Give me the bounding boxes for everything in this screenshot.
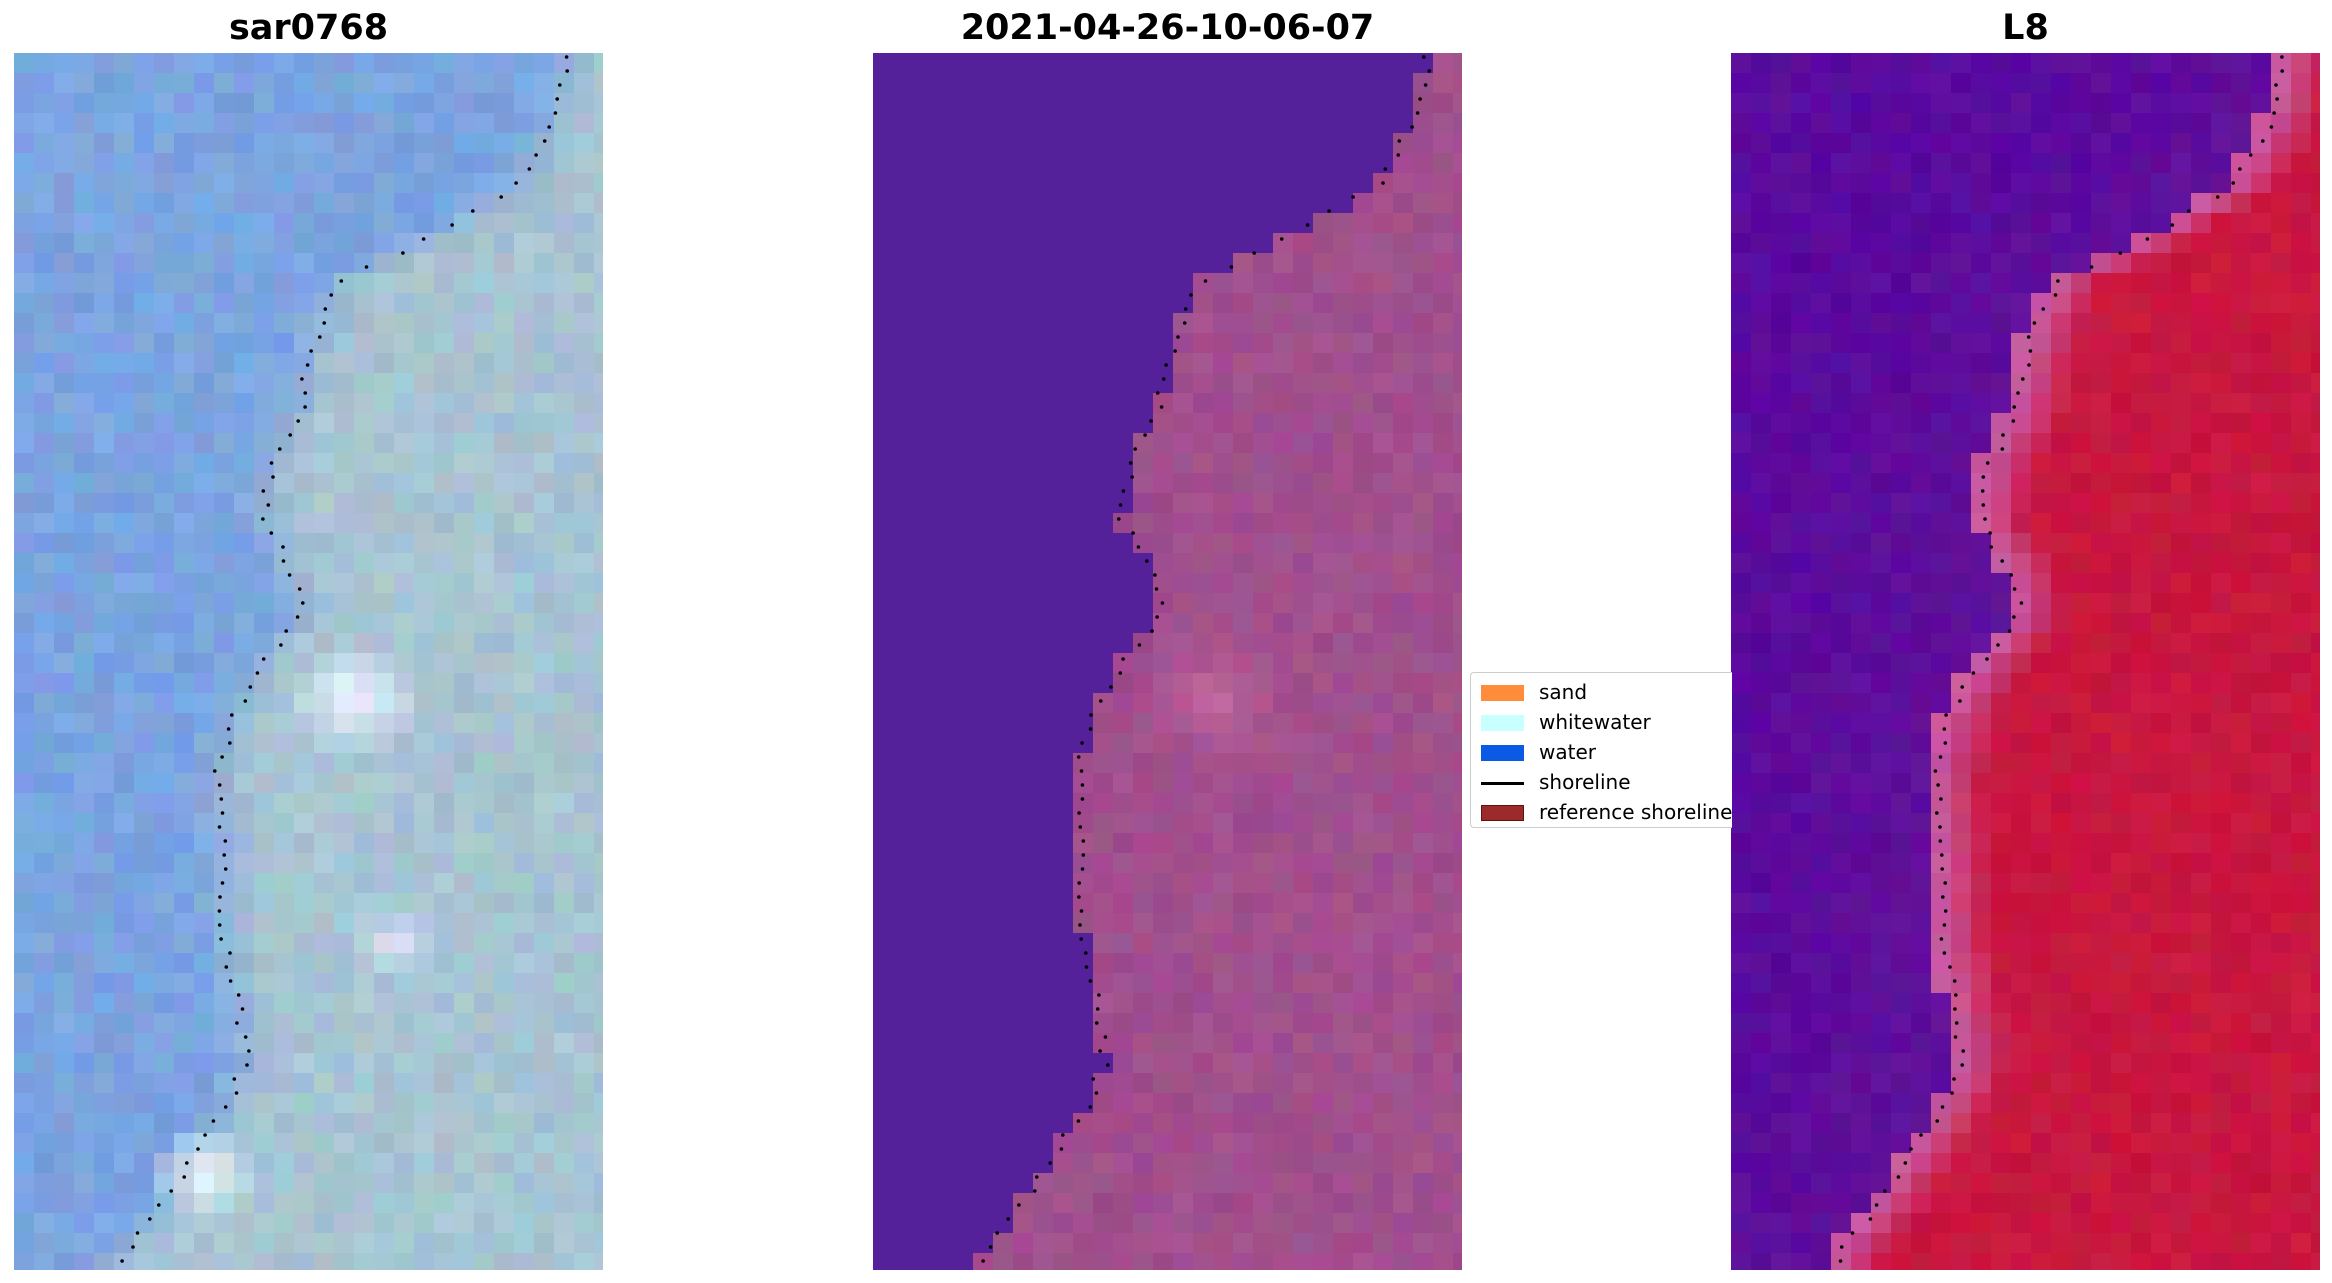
legend-item-reference-shoreline: reference shoreline (1471, 797, 1732, 827)
legend-label-water: water (1539, 740, 1596, 764)
panel-title-rgb: sar0768 (228, 8, 389, 48)
legend-label-shoreline: shoreline (1539, 770, 1631, 794)
reference-shoreline-swatch (1481, 805, 1524, 821)
index-image (1731, 53, 2320, 1270)
index-image-panel (1731, 53, 2320, 1270)
shoreline-dots (120, 55, 569, 1263)
legend-item-shoreline: shoreline (1471, 767, 1732, 797)
shoreline-dots (1838, 55, 2284, 1263)
classified-image (873, 53, 1462, 1270)
sand-swatch (1481, 685, 1524, 701)
panel-title-index: L8 (2002, 8, 2049, 48)
water-swatch (1481, 745, 1524, 761)
legend-label-reference-shoreline: reference shoreline (1539, 800, 1732, 824)
legend: sand whitewater water shoreline referenc… (1470, 672, 1732, 828)
shoreline-line-swatch (1481, 782, 1524, 785)
shoreline-dots (981, 55, 1432, 1263)
legend-item-sand: sand (1471, 677, 1732, 707)
legend-label-sand: sand (1539, 680, 1588, 704)
legend-item-water: water (1471, 737, 1732, 767)
rgb-image (14, 53, 603, 1270)
whitewater-swatch (1481, 715, 1524, 731)
legend-label-whitewater: whitewater (1539, 710, 1651, 734)
panel-title-classified: 2021-04-26-10-06-07 (960, 8, 1375, 48)
classified-image-panel (873, 53, 1462, 1270)
legend-item-whitewater: whitewater (1471, 707, 1732, 737)
rgb-image-panel (14, 53, 603, 1270)
